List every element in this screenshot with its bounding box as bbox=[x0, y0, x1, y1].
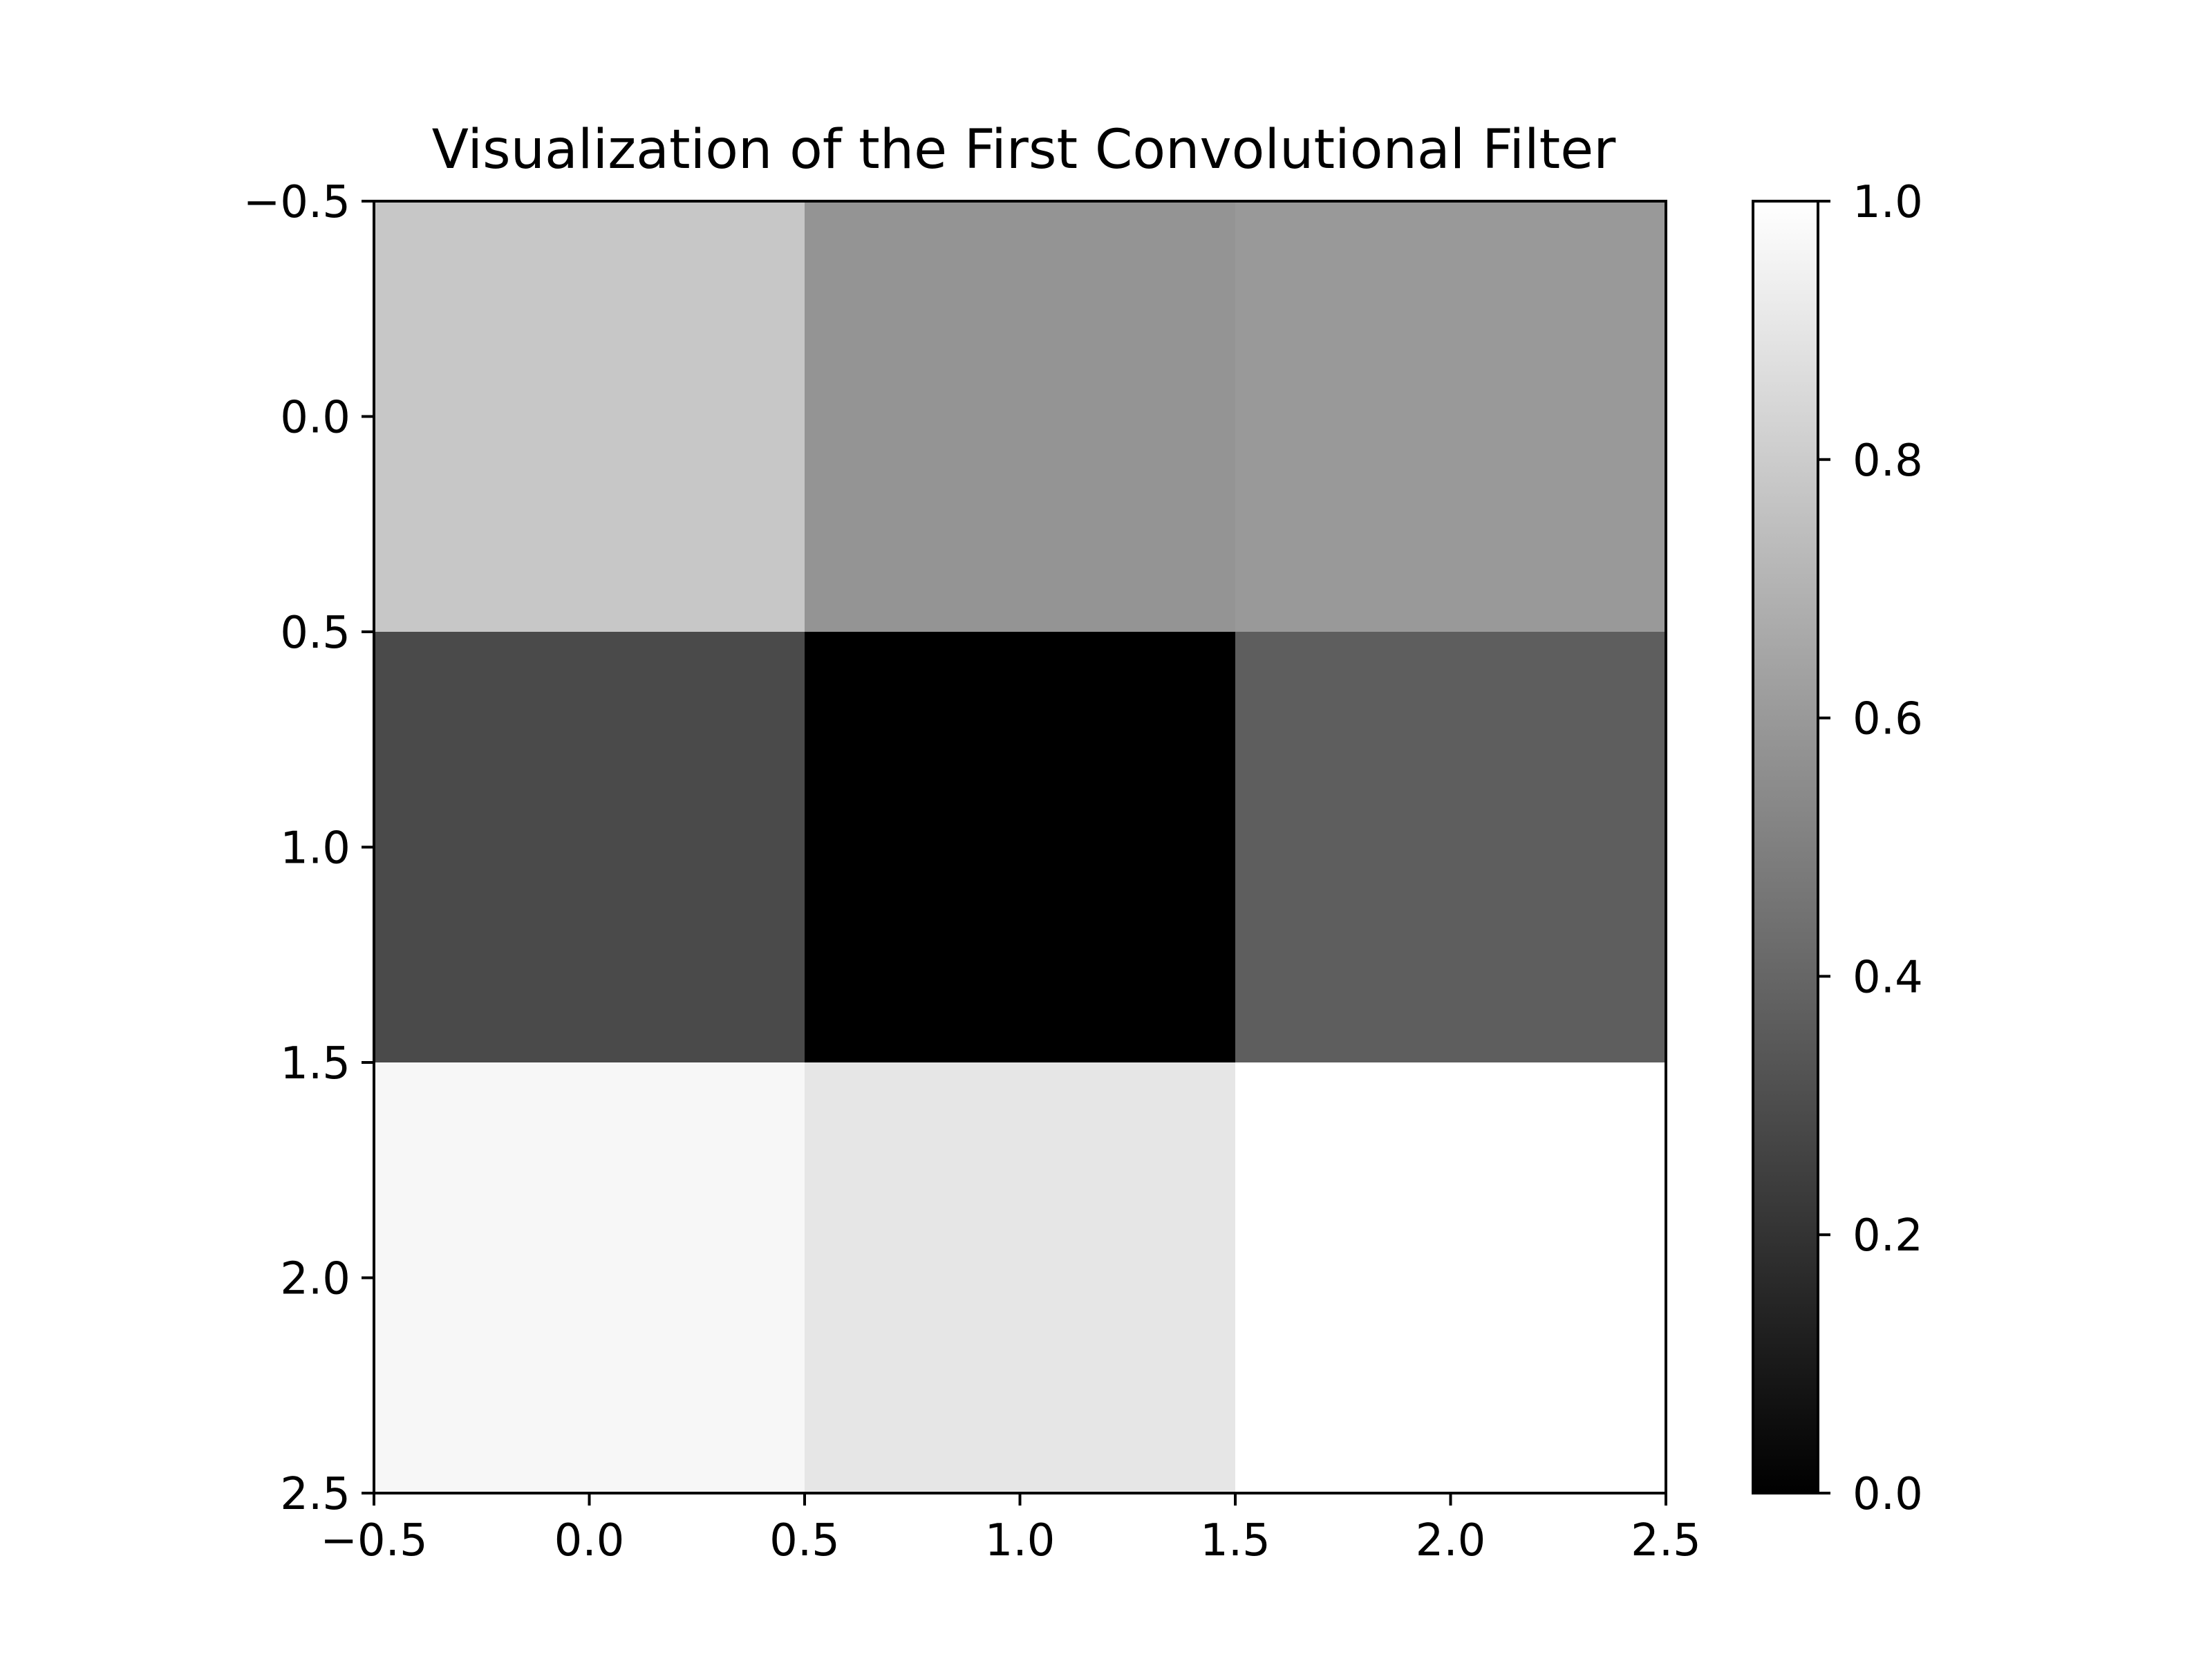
colorbar-tick-label: 0.8 bbox=[1853, 435, 1923, 487]
colorbar-tick-label: 0.4 bbox=[1853, 952, 1923, 1003]
y-tick-label: 0.5 bbox=[280, 608, 350, 659]
x-tick-label: 1.0 bbox=[985, 1515, 1056, 1566]
heatmap-cell-r2-c2 bbox=[1235, 1062, 1666, 1493]
chart-title: Visualization of the First Convolutional… bbox=[432, 119, 1617, 181]
x-tick-label: 1.5 bbox=[1200, 1515, 1271, 1566]
heatmap-cell-r1-c1 bbox=[805, 632, 1235, 1062]
y-tick-label: 2.0 bbox=[280, 1254, 350, 1305]
x-tick-label: 2.0 bbox=[1416, 1515, 1486, 1566]
heatmap-cell-r1-c2 bbox=[1235, 632, 1666, 1062]
colorbar-tick-label: 0.2 bbox=[1853, 1210, 1923, 1262]
heatmap-cell-r1-c0 bbox=[374, 632, 805, 1062]
colorbar: 0.0 0.2 0.4 0.6 0.8 1.0 bbox=[1752, 177, 1923, 1520]
y-axis: −0.5 0.0 0.5 1.0 1.5 2.0 2.5 bbox=[243, 177, 374, 1520]
heatmap-cell-r2-c1 bbox=[805, 1062, 1235, 1493]
colorbar-tick-label: 1.0 bbox=[1853, 177, 1923, 228]
x-tick-label: 0.5 bbox=[769, 1515, 840, 1566]
heatmap-cell-r0-c1 bbox=[805, 201, 1235, 632]
heatmap-cell-r0-c0 bbox=[374, 201, 805, 632]
x-axis: −0.5 0.0 0.5 1.0 1.5 2.0 2.5 bbox=[320, 1493, 1701, 1566]
heatmap-cells bbox=[374, 201, 1666, 1493]
colorbar-tick-label: 0.6 bbox=[1853, 694, 1923, 745]
colorbar-gradient-bar bbox=[1752, 200, 1819, 1494]
colorbar-tick-label: 0.0 bbox=[1853, 1469, 1923, 1520]
y-tick-label: 0.0 bbox=[280, 393, 350, 444]
x-tick-label: 2.5 bbox=[1631, 1515, 1701, 1566]
y-tick-label: 1.5 bbox=[280, 1038, 350, 1089]
y-tick-label: 2.5 bbox=[280, 1469, 350, 1520]
y-tick-label: 1.0 bbox=[280, 823, 350, 874]
x-tick-label: 0.0 bbox=[554, 1515, 625, 1566]
heatmap-cell-r0-c2 bbox=[1235, 201, 1666, 632]
x-tick-label: −0.5 bbox=[320, 1515, 427, 1566]
heatmap-cell-r2-c0 bbox=[374, 1062, 805, 1493]
y-tick-label: −0.5 bbox=[243, 177, 350, 228]
